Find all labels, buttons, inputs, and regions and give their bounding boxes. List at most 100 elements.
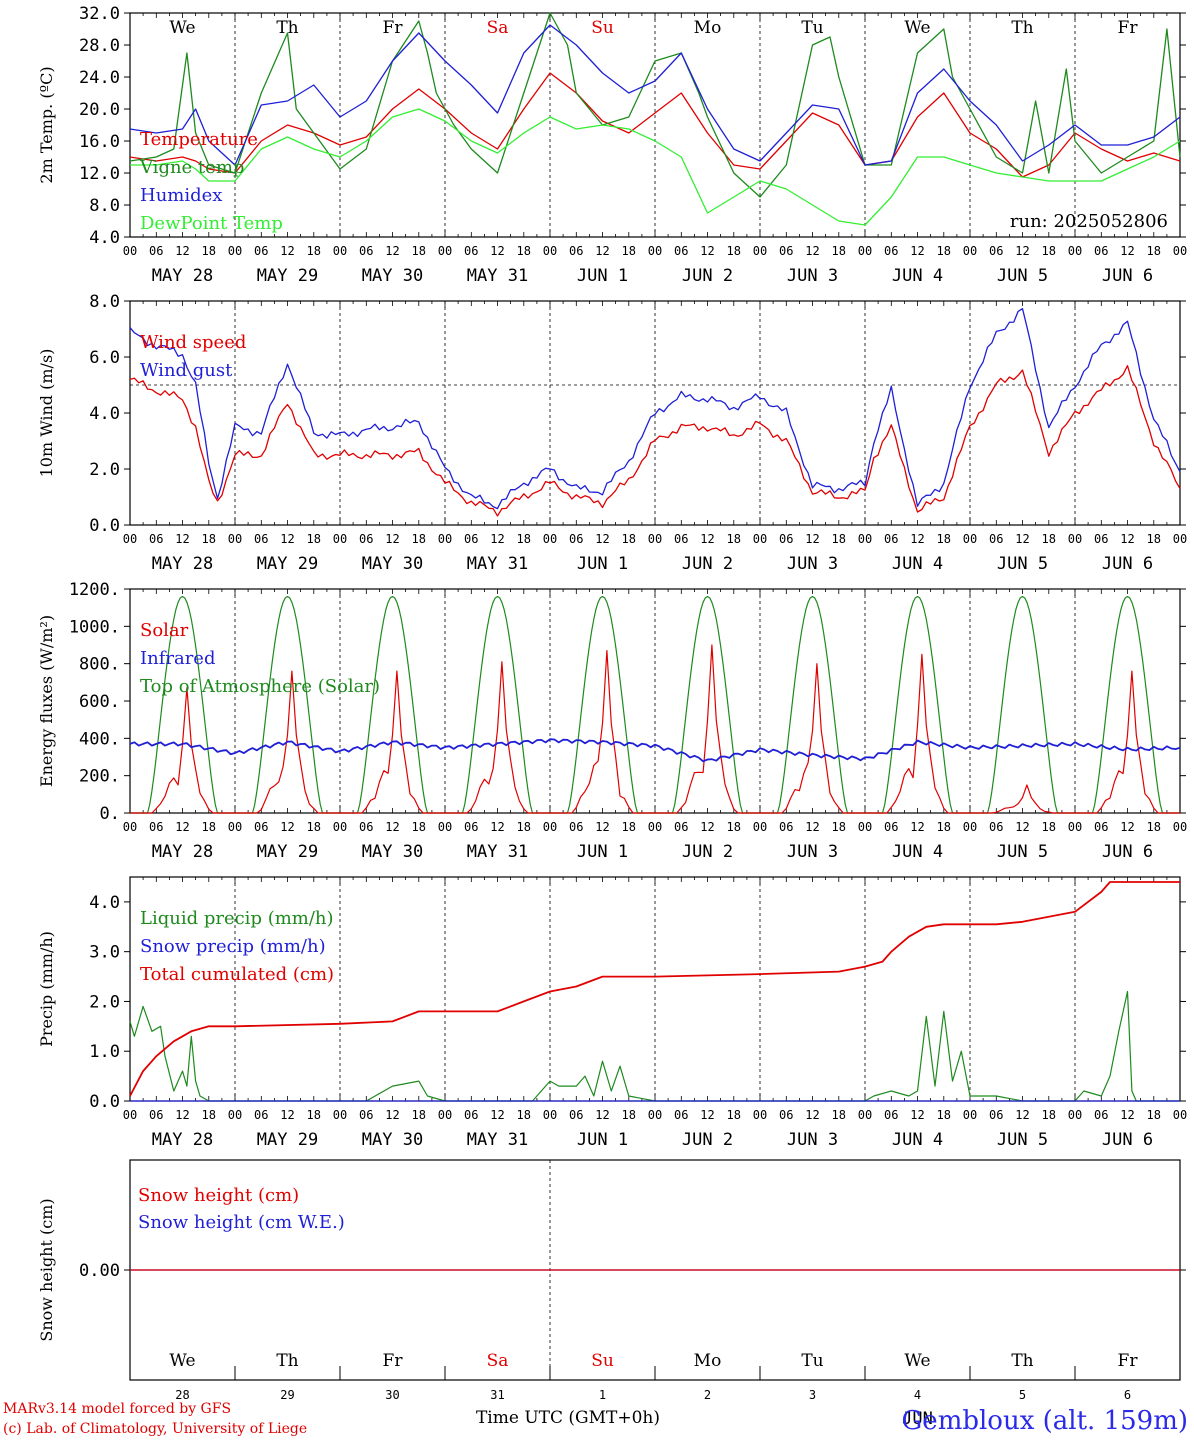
temp-ytick-label: 32.0 [79,4,120,24]
temp-hour-label: 18 [202,244,216,258]
energy-legend-0: Solar [140,620,189,641]
energy-hour-label: 12 [385,820,399,834]
precip-series-2 [129,881,1180,1097]
snow-day-name: Sa [487,1351,509,1371]
snow-day-number: 6 [1124,1388,1131,1402]
precip-hour-label: 12 [1120,1108,1134,1122]
energy-ytick-label: 800. [79,655,120,675]
wind-date-label: JUN 4 [892,554,943,574]
wind-legend-1: Wind gust [140,360,233,381]
precip-hour-label: 18 [412,1108,426,1122]
temp-hour-label: 18 [1042,244,1056,258]
energy-ytick-label: 200. [79,767,120,787]
energy-frame [129,588,1181,814]
energy-hour-label: 18 [1042,820,1056,834]
precip-date-label: JUN 6 [1102,1130,1153,1150]
precip-hour-label: 00 [123,1108,137,1122]
precip-hour-label: 12 [805,1108,819,1122]
energy-hour-label: 06 [779,820,793,834]
precip-hour-label: 00 [438,1108,452,1122]
temp-hour-label: 00 [648,244,662,258]
temp-series-group [129,12,1181,226]
temp-series-2 [129,24,1181,166]
precip-hour-label: 18 [517,1108,531,1122]
snow-day-number: 30 [385,1388,399,1402]
bottom-month-label: JUN [902,1409,933,1429]
wind-hour-label: 06 [569,532,583,546]
temp-legend-2: Humidex [140,185,222,206]
temp-date-label: JUN 1 [577,266,628,286]
temp-hour-label: 18 [412,244,426,258]
temp-ytick-label: 28.0 [79,36,120,56]
precip-ytick-label: 0.0 [89,1092,120,1112]
energy-hour-label: 12 [700,820,714,834]
energy-date-label: MAY 31 [467,842,528,862]
energy-ytick-label: 600. [79,692,120,712]
temp-hour-label: 18 [622,244,636,258]
wind-hour-label: 00 [1068,532,1082,546]
precip-series-group [129,881,1180,1102]
snow-day-name: Th [276,1351,298,1371]
energy-hour-label: 18 [727,820,741,834]
energy-ylabel: Energy fluxes (W/m²) [37,615,56,787]
temp-hour-label: 18 [307,244,321,258]
temp-hour-label: 00 [543,244,557,258]
temp-hour-label: 00 [1173,244,1187,258]
wind-hour-label: 06 [1094,532,1108,546]
energy-ytick-label: 1000. [69,617,120,637]
energy-hour-label: 18 [937,820,951,834]
temp-day-name: Th [1011,18,1033,38]
precip-hour-label: 12 [910,1108,924,1122]
wind-hour-label: 12 [1015,532,1029,546]
precip-date-label: JUN 1 [577,1130,628,1150]
precip-hour-label: 12 [1015,1108,1029,1122]
wind-date-label: MAY 31 [467,554,528,574]
energy-hour-label: 06 [884,820,898,834]
precip-hour-label: 18 [307,1108,321,1122]
precip-hour-label: 06 [884,1108,898,1122]
wind-date-label: JUN 1 [577,554,628,574]
temp-xticks [129,13,1181,237]
wind-date-label: MAY 28 [152,554,213,574]
wind-hour-label: 00 [228,532,242,546]
snow-day-number: 2 [704,1388,711,1402]
wind-ytick-label: 6.0 [89,348,120,368]
precip-hour-label: 06 [674,1108,688,1122]
precip-ylabel: Precip (mm/h) [37,931,56,1047]
wind-hour-label: 00 [123,532,137,546]
temp-hour-label: 18 [1147,244,1161,258]
temp-hour-label: 12 [805,244,819,258]
precip-date-label: MAY 29 [257,1130,318,1150]
precip-legend-1: Snow precip (mm/h) [140,936,326,957]
temp-day-separators [234,13,1076,237]
temp-hour-label: 12 [1015,244,1029,258]
precip-date-label: MAY 30 [362,1130,423,1150]
snow-ytick-label: 0.00 [79,1261,120,1281]
snow-ylabel: Snow height (cm) [37,1198,56,1341]
wind-hour-label: 12 [595,532,609,546]
wind-hour-label: 00 [438,532,452,546]
temp-ytick-label: 16.0 [79,132,120,152]
temp-hour-label: 18 [727,244,741,258]
snow-day-name: Fr [383,1351,404,1371]
energy-series-solar [130,644,1180,814]
wind-hour-label: 12 [280,532,294,546]
temp-series-3 [130,108,1181,226]
precip-hour-label: 18 [1042,1108,1056,1122]
temp-hour-label: 06 [254,244,268,258]
snow-day-name: We [904,1351,930,1371]
wind-ytick-label: 4.0 [89,404,120,424]
temp-date-label: JUN 2 [682,266,733,286]
wind-hour-label: 00 [963,532,977,546]
snow-day-number: 1 [599,1388,606,1402]
precip-hour-label: 18 [1147,1108,1161,1122]
temp-day-name: Fr [1118,18,1139,38]
temp-day-name: Su [591,18,614,38]
temp-hour-label: 12 [385,244,399,258]
temp-hour-label: 00 [1068,244,1082,258]
energy-hour-label: 18 [832,820,846,834]
energy-hour-label: 06 [254,820,268,834]
temp-hour-label: 18 [517,244,531,258]
energy-ytick-label: 0. [100,804,120,824]
